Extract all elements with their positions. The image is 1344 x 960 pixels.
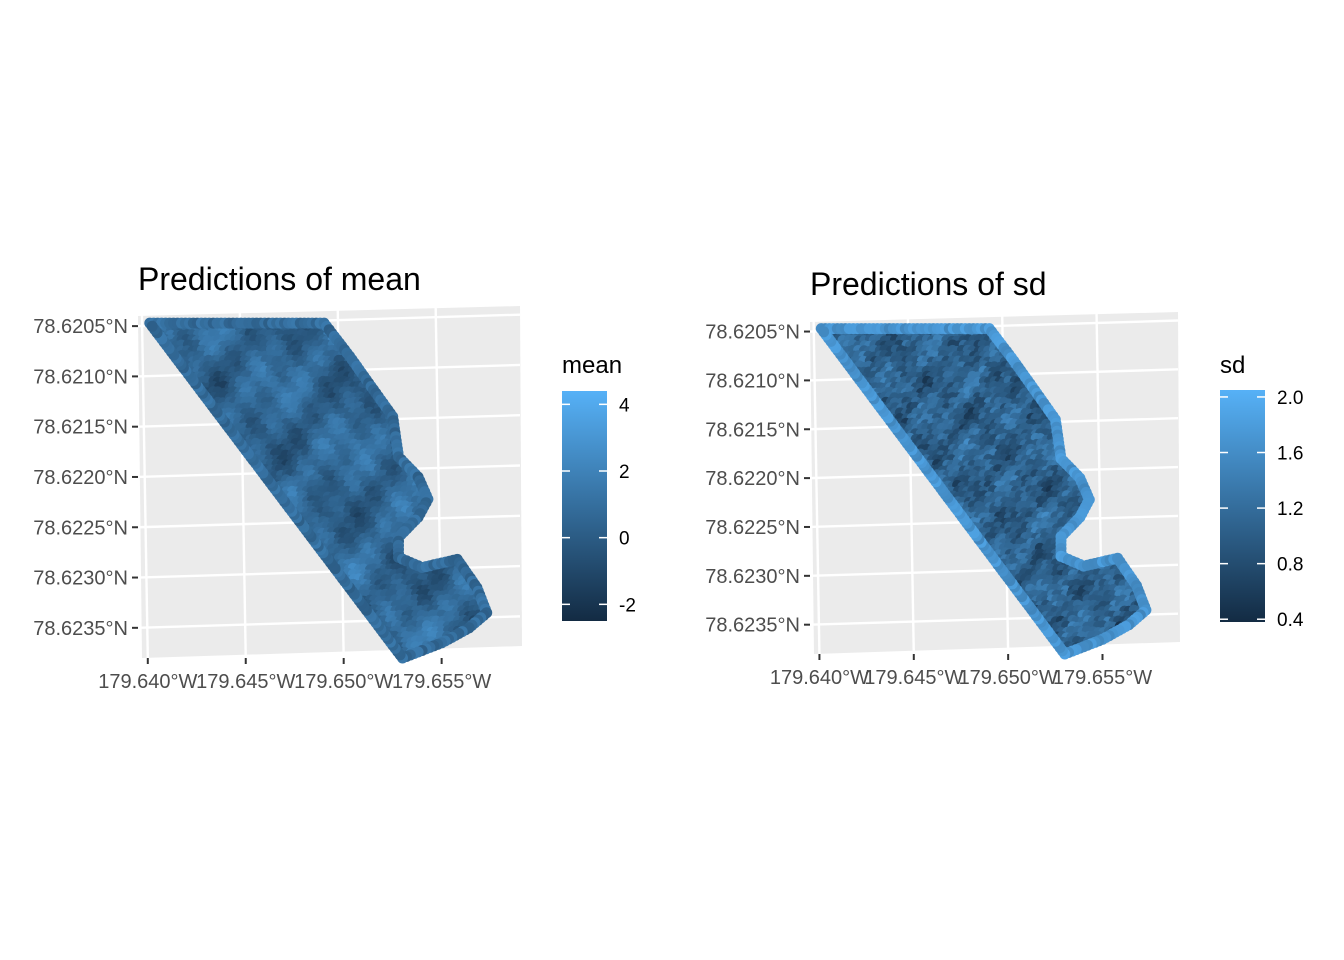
y-tick-label: 78.6215°N (33, 417, 128, 439)
colorbar (562, 391, 607, 621)
colorbar-label: 4 (619, 395, 630, 416)
colorbar-label: 0 (619, 529, 630, 550)
chart-title: Predictions of sd (810, 266, 1047, 302)
colorbar-label: 0.8 (1277, 555, 1303, 576)
x-tick-label: 179.655°W (1053, 667, 1152, 689)
boundary-point (818, 326, 830, 338)
x-tick-label: 179.640°W (98, 671, 197, 693)
colorbar-label: 1.2 (1277, 499, 1303, 520)
colorbar-label: 2 (619, 462, 630, 483)
y-tick-label: 78.6210°N (33, 366, 128, 388)
x-gridline (812, 311, 821, 655)
field-points (144, 317, 493, 664)
y-tick-label: 78.6230°N (705, 566, 800, 588)
colorbar-label: 0.4 (1277, 610, 1304, 631)
x-tick-label: 179.650°W (294, 671, 393, 693)
x-tick-label: 179.650°W (959, 667, 1058, 689)
colorbar-label: 1.6 (1277, 444, 1303, 465)
field-points (815, 323, 1152, 660)
x-tick-label: 179.645°W (196, 671, 295, 693)
colorbar-label: -2 (619, 595, 636, 616)
y-tick-label: 78.6230°N (33, 568, 128, 590)
boundary-point (146, 320, 158, 332)
y-tick-label: 78.6205°N (705, 322, 800, 344)
legend-title: mean (562, 352, 622, 379)
x-tick-label: 179.655°W (392, 671, 491, 693)
x-tick-label: 179.645°W (864, 667, 963, 689)
x-gridline (140, 305, 149, 659)
chart-panel-1: 78.6205°N 78.6210°N 78.6215°N 78.6220°N 78.6… (33, 261, 636, 693)
colorbar (1220, 390, 1265, 622)
y-tick-label: 78.6220°N (33, 467, 128, 489)
y-tick-label: 78.6205°N (33, 316, 128, 338)
y-tick-label: 78.6235°N (705, 615, 800, 637)
y-tick-label: 78.6220°N (705, 468, 800, 490)
colorbar-label: 2.0 (1277, 388, 1303, 409)
chart-panel-2: 78.6205°N 78.6210°N 78.6215°N 78.6220°N 78.6… (705, 266, 1304, 689)
chart-title: Predictions of mean (138, 261, 421, 297)
y-tick-label: 78.6225°N (33, 517, 128, 539)
legend: sd 2.0 1.6 1.2 0.8 0.4 (1220, 352, 1304, 631)
y-tick-label: 78.6225°N (705, 517, 800, 539)
y-tick-label: 78.6210°N (705, 370, 800, 392)
legend-title: sd (1220, 352, 1245, 379)
y-tick-label: 78.6235°N (33, 618, 128, 640)
x-tick-label: 179.640°W (770, 667, 869, 689)
y-tick-label: 78.6215°N (705, 419, 800, 441)
legend: mean 4 2 0 -2 (562, 352, 636, 621)
